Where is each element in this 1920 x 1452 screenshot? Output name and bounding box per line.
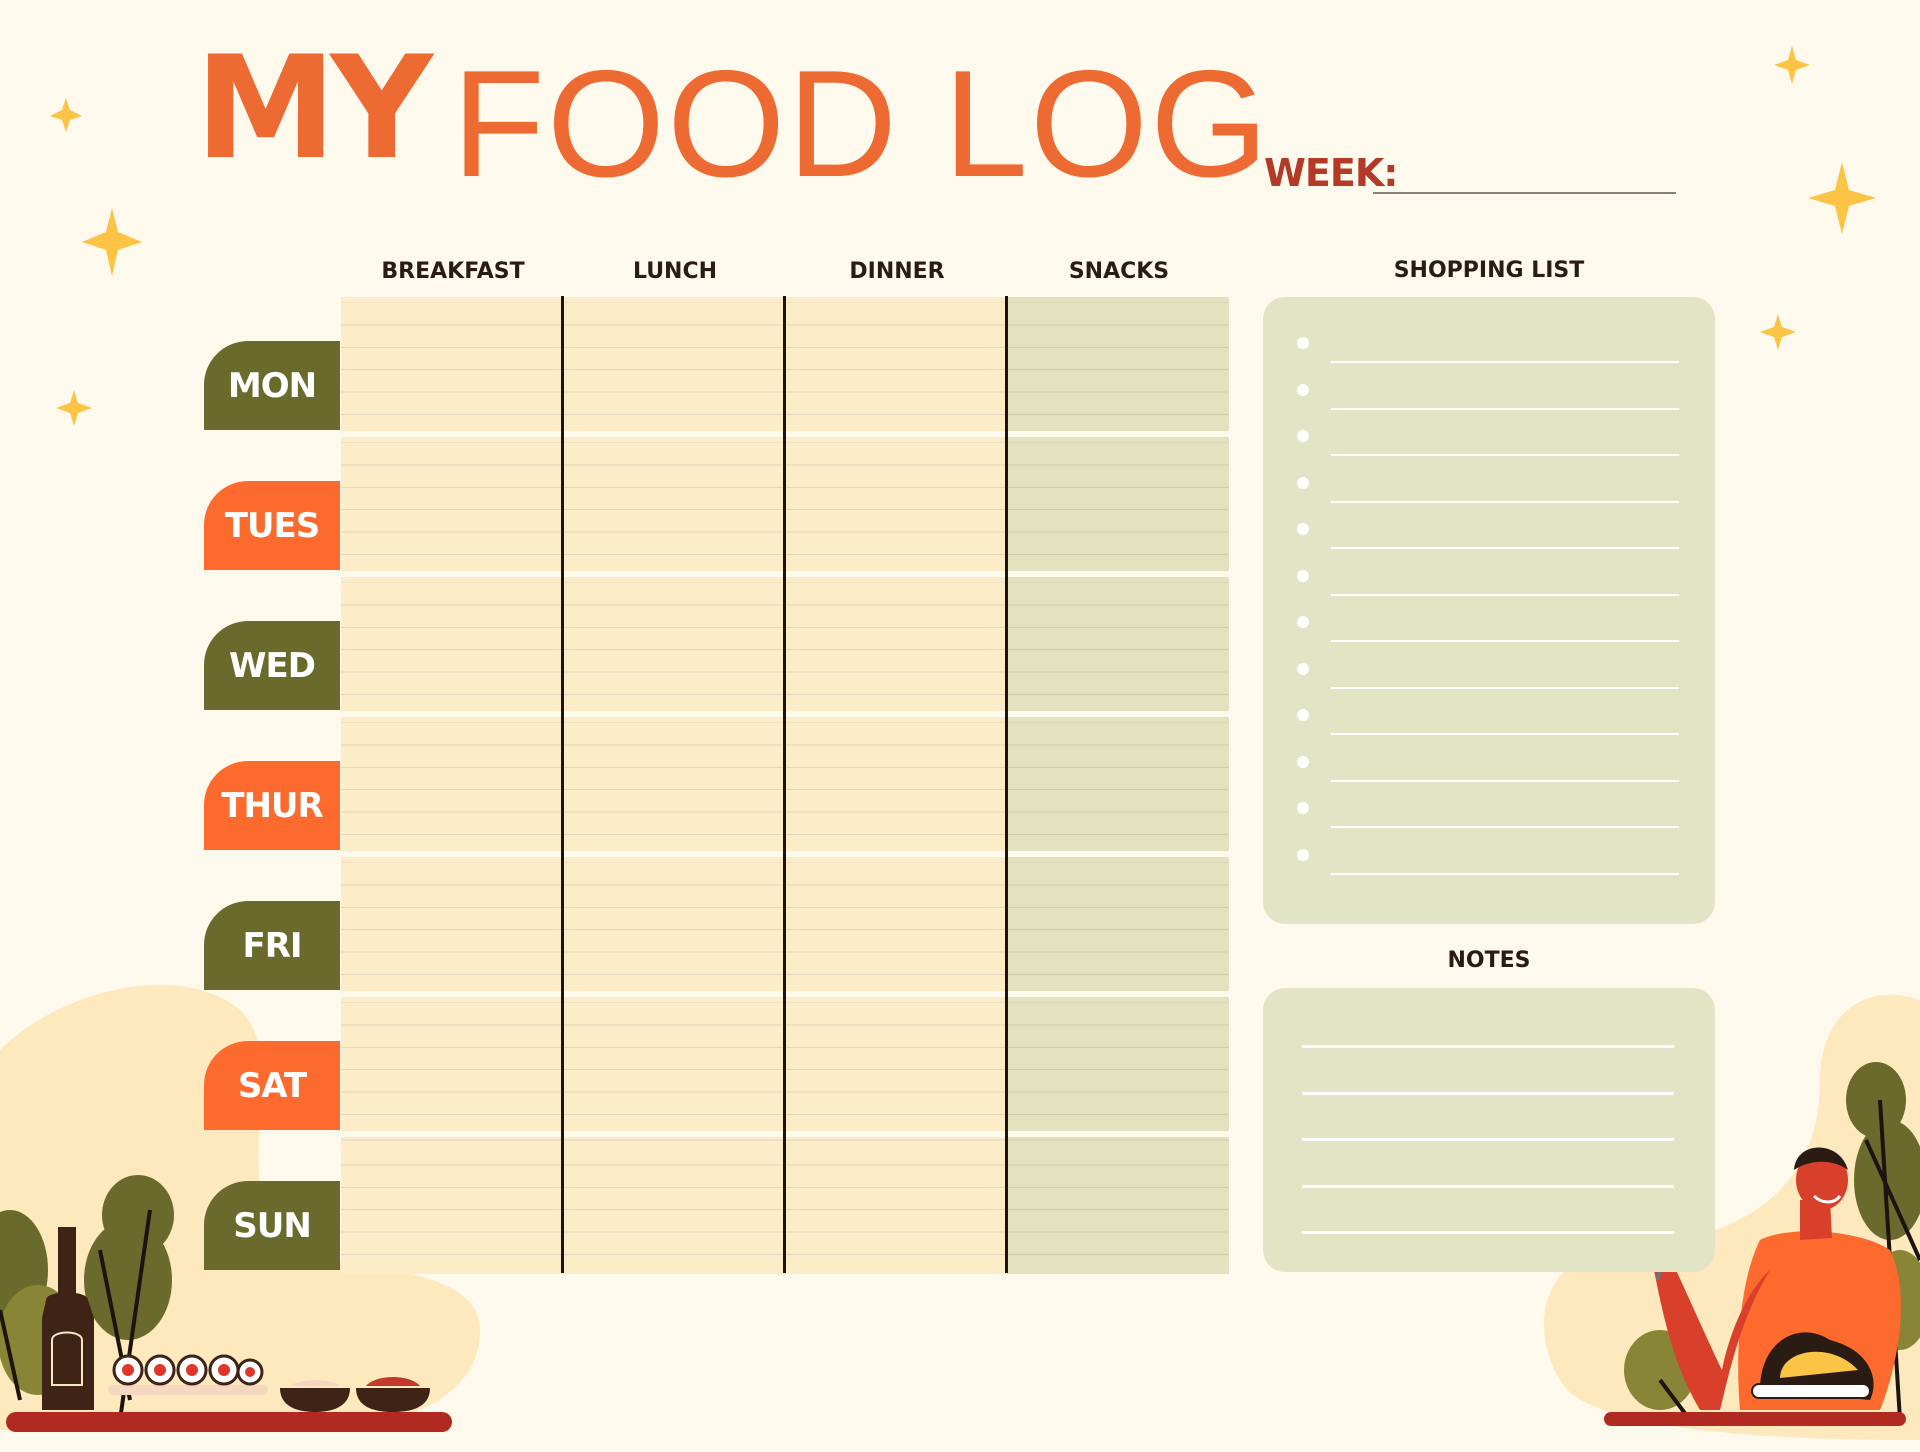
cell-sat-breakfast[interactable] (341, 997, 563, 1131)
day-tab-thur: THUR (204, 761, 340, 850)
cell-mon-dinner[interactable] (785, 297, 1007, 431)
cell-mon-breakfast[interactable] (341, 297, 563, 431)
shopping-list-bullet (1297, 616, 1309, 628)
cell-sun-dinner[interactable] (785, 1137, 1007, 1274)
right-table (1604, 1412, 1906, 1426)
shopping-list-bullet (1297, 755, 1309, 768)
notes-line[interactable] (1302, 1231, 1674, 1234)
day-tab-fri: FRI (204, 901, 340, 990)
cell-mon-snacks[interactable] (1007, 297, 1229, 431)
bowls-illustration (280, 1377, 430, 1412)
cell-wed-dinner[interactable] (785, 577, 1007, 711)
meal-grid (341, 297, 1229, 1274)
cell-tues-dinner[interactable] (785, 437, 1007, 571)
cell-wed-breakfast[interactable] (341, 577, 563, 711)
cell-wed-lunch[interactable] (563, 577, 785, 711)
column-header-breakfast: BREAKFAST (381, 259, 525, 284)
cell-wed-snacks[interactable] (1007, 577, 1229, 711)
shopping-list-line[interactable] (1331, 640, 1679, 642)
shopping-list-bullet (1297, 383, 1309, 396)
shopping-list-line[interactable] (1331, 593, 1679, 596)
notes-line[interactable] (1302, 1138, 1674, 1141)
page-title-light: FOOD LOG (452, 39, 1271, 209)
cell-thur-dinner[interactable] (785, 717, 1007, 851)
shopping-list-line[interactable] (1331, 454, 1679, 456)
cell-tues-snacks[interactable] (1007, 437, 1229, 571)
shopping-list-line[interactable] (1331, 779, 1679, 782)
shopping-list-bullet (1297, 476, 1309, 489)
notes-panel (1263, 988, 1715, 1272)
column-divider (783, 296, 786, 1273)
cell-sun-breakfast[interactable] (341, 1137, 563, 1274)
shopping-list-bullet (1297, 848, 1309, 861)
shopping-list-bullet (1297, 662, 1309, 675)
cell-sat-lunch[interactable] (563, 997, 785, 1131)
cell-fri-breakfast[interactable] (341, 857, 563, 991)
column-header-dinner: DINNER (849, 259, 945, 284)
column-header-snacks: SNACKS (1068, 259, 1170, 284)
cell-mon-lunch[interactable] (563, 297, 785, 431)
day-tab-sat: SAT (204, 1041, 340, 1130)
shopping-list-bullet (1297, 709, 1309, 721)
cell-sun-lunch[interactable] (563, 1137, 785, 1274)
cell-sat-snacks[interactable] (1007, 997, 1229, 1131)
day-tab-sun: SUN (204, 1181, 340, 1270)
sushi-plate-illustration (108, 1354, 268, 1395)
bottle-illustration (42, 1227, 94, 1410)
left-table (6, 1412, 452, 1432)
shopping-list-line[interactable] (1331, 547, 1679, 549)
day-tab-wed: WED (204, 621, 340, 710)
cell-thur-breakfast[interactable] (341, 717, 563, 851)
notes-line[interactable] (1302, 1091, 1674, 1095)
shopping-list-line[interactable] (1331, 500, 1679, 503)
shopping-list-bullet (1297, 337, 1309, 349)
shopping-list-panel (1263, 297, 1715, 924)
column-header-lunch: LUNCH (632, 259, 718, 284)
sparkle-icons (50, 46, 1876, 426)
shopping-list-bullet (1297, 430, 1309, 442)
shopping-list-line[interactable] (1331, 826, 1679, 828)
column-divider (561, 296, 564, 1273)
week-input-line[interactable] (1373, 192, 1676, 194)
cell-sat-dinner[interactable] (785, 997, 1007, 1131)
day-tab-tues: TUES (204, 481, 340, 570)
cell-fri-lunch[interactable] (563, 857, 785, 991)
shopping-list-bullet (1297, 523, 1309, 535)
shopping-list-bullet (1297, 802, 1309, 814)
day-tab-mon: MON (204, 341, 340, 430)
shopping-list-line[interactable] (1331, 872, 1679, 875)
cell-tues-lunch[interactable] (563, 437, 785, 571)
cell-thur-lunch[interactable] (563, 717, 785, 851)
shopping-list-line[interactable] (1331, 407, 1679, 410)
page-title-bold: MY (195, 26, 433, 191)
notes-heading: NOTES (1447, 948, 1531, 973)
week-label: WEEK: (1264, 151, 1398, 195)
cell-fri-snacks[interactable] (1007, 857, 1229, 991)
shopping-list-heading: SHOPPING LIST (1393, 258, 1585, 283)
shopping-list-bullet (1297, 569, 1309, 582)
shopping-list-line[interactable] (1331, 686, 1679, 689)
shopping-list-line[interactable] (1331, 733, 1679, 735)
cell-sun-snacks[interactable] (1007, 1137, 1229, 1274)
cell-thur-snacks[interactable] (1007, 717, 1229, 851)
notes-line[interactable] (1302, 1184, 1674, 1188)
shopping-list-line[interactable] (1331, 361, 1679, 363)
column-divider (1005, 296, 1008, 1273)
cell-tues-breakfast[interactable] (341, 437, 563, 571)
cell-fri-dinner[interactable] (785, 857, 1007, 991)
notes-line[interactable] (1302, 1045, 1674, 1048)
